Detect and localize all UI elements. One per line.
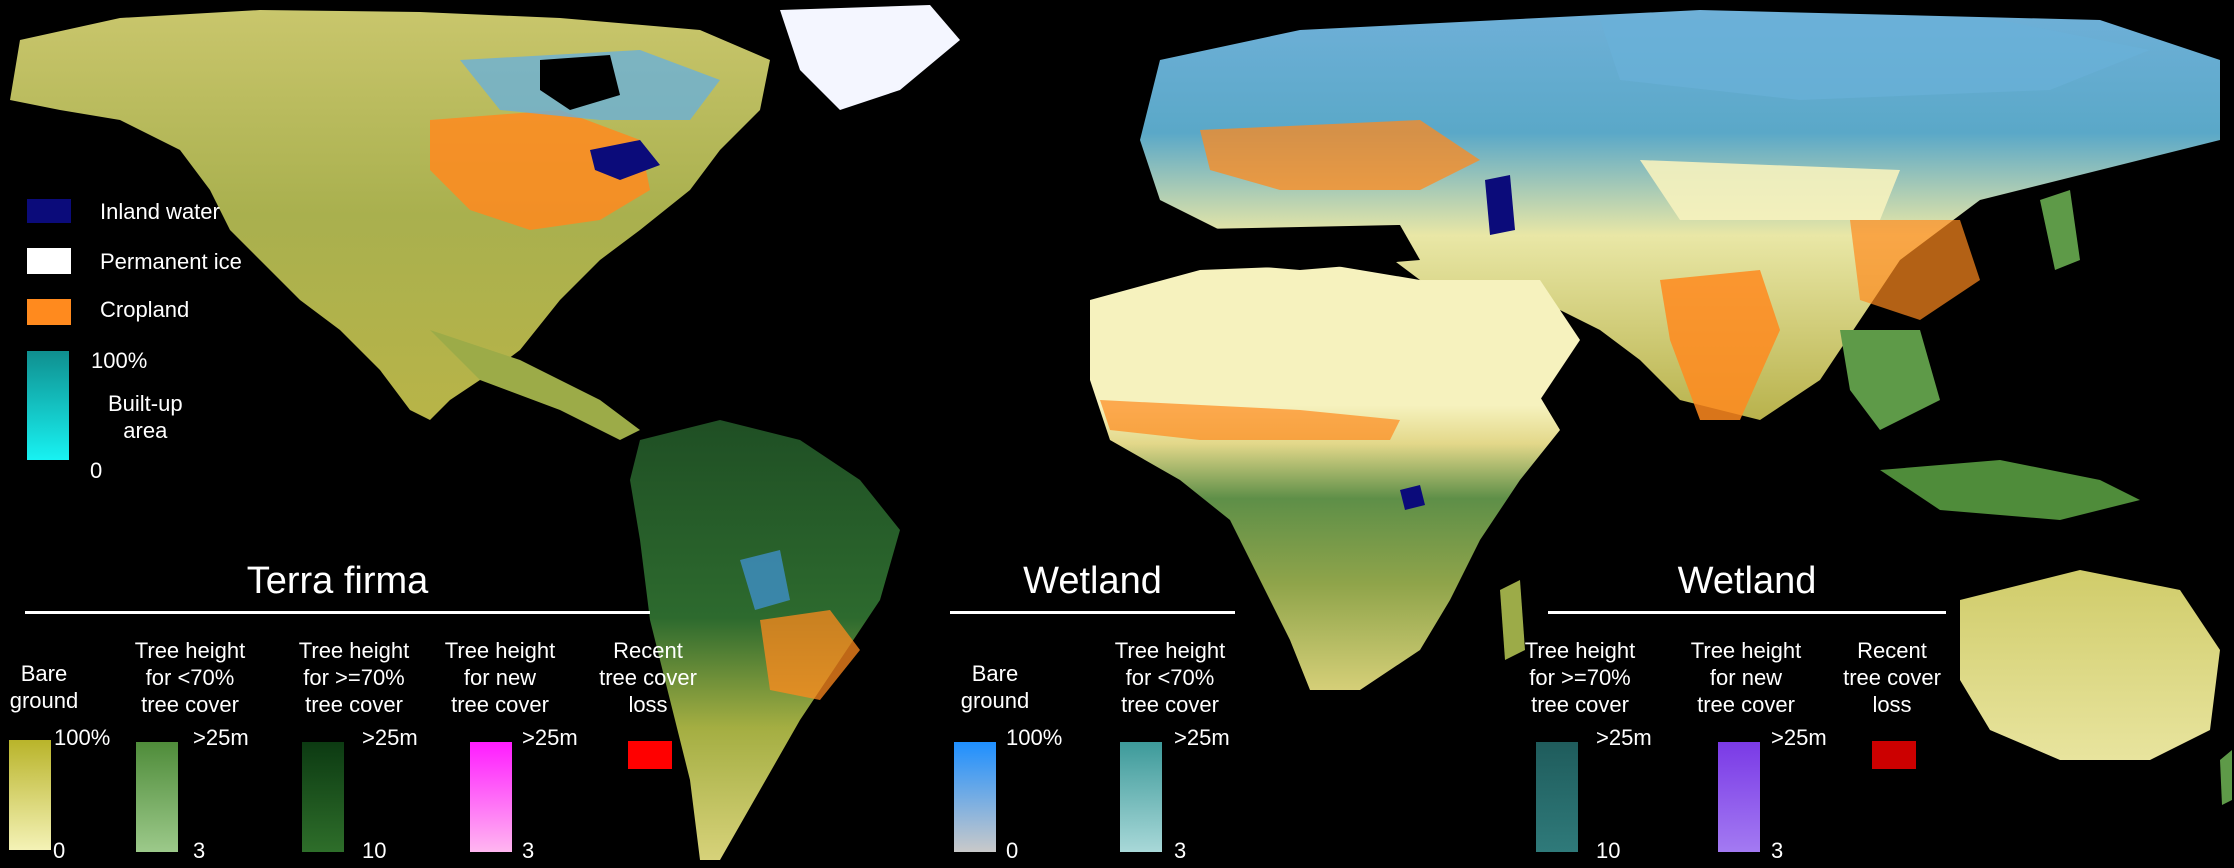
tf-tree-lt70-max: >25m	[193, 725, 249, 750]
wr-tree-ge70-ramp	[1536, 742, 1578, 852]
wetland-right-rule	[1548, 611, 1946, 614]
wetland-left-title: Wetland	[1023, 560, 1162, 602]
indonesia	[1880, 460, 2140, 520]
inland-water-swatch	[27, 199, 71, 223]
tf-tree-ge70-ramp	[302, 742, 344, 852]
hudson-bay	[540, 55, 620, 110]
wr-tree-new-ramp	[1718, 742, 1760, 852]
new-zealand	[2220, 750, 2232, 805]
greenland	[780, 5, 960, 110]
north-america-cropland	[430, 110, 650, 230]
great-lakes	[590, 140, 660, 180]
tf-loss-head: Recent tree cover loss	[599, 638, 697, 717]
lake-victoria	[1400, 485, 1425, 510]
tf-tree-lt70-min: 3	[193, 838, 206, 863]
tf-tree-new-head: Tree height for new tree cover	[444, 638, 556, 717]
wetland-left-rule	[950, 611, 1235, 614]
wr-tree-ge70-head: Tree height for >=70% tree cover	[1524, 638, 1636, 717]
tf-tree-new-max: >25m	[522, 725, 578, 750]
wr-tree-ge70-min: 10	[1596, 838, 1621, 863]
wl-tree-lt70-head: Tree height for <70% tree cover	[1114, 638, 1226, 717]
tf-tree-ge70-max: >25m	[362, 725, 418, 750]
wr-loss-swatch	[1872, 741, 1916, 769]
arabia-desert	[1420, 280, 1580, 400]
wetland-right-title: Wetland	[1677, 560, 1817, 602]
built-up-max-label: 100%	[91, 348, 148, 373]
india-cropland	[1660, 270, 1780, 420]
permanent-ice-swatch	[27, 248, 71, 274]
tf-loss-swatch	[628, 741, 672, 769]
caspian-sea	[1485, 175, 1515, 235]
tf-bare-ground-max: 100%	[54, 725, 111, 750]
wr-loss-head: Recent tree cover loss	[1843, 638, 1941, 717]
inland-water-label: Inland water	[100, 199, 220, 224]
wl-bare-ground-max: 100%	[1006, 725, 1063, 750]
gobi-desert	[1640, 160, 1900, 220]
terra-firma-title: Terra firma	[246, 560, 429, 602]
terra-firma-rule	[25, 611, 650, 614]
wl-tree-lt70-max: >25m	[1174, 725, 1230, 750]
tf-tree-new-min: 3	[522, 838, 535, 863]
wr-tree-new-head: Tree height for new tree cover	[1690, 638, 1802, 717]
japan	[2040, 190, 2080, 270]
siberia-boreal	[1600, 20, 2150, 100]
eurasia-cropland	[1200, 120, 1480, 190]
tf-bare-ground-head: Bare ground	[9, 661, 79, 713]
wl-bare-ground-ramp	[954, 742, 996, 852]
sahel-cropland	[1100, 400, 1400, 440]
tf-bare-ground-min: 0	[53, 838, 66, 863]
tf-bare-ground-ramp	[9, 740, 51, 850]
australia	[1960, 570, 2220, 760]
wr-tree-new-max: >25m	[1771, 725, 1827, 750]
tf-tree-ge70-head: Tree height for >=70% tree cover	[298, 638, 410, 717]
mediterranean	[1150, 225, 1420, 270]
built-up-label: Built-up area	[108, 391, 183, 443]
built-up-ramp	[27, 351, 69, 460]
tf-tree-lt70-ramp	[136, 742, 178, 852]
wl-bare-ground-min: 0	[1006, 838, 1019, 863]
africa	[1090, 265, 1560, 690]
built-up-min-label: 0	[90, 458, 103, 483]
cropland-label: Cropland	[100, 297, 190, 322]
wr-tree-new-min: 3	[1771, 838, 1784, 863]
wl-tree-lt70-ramp	[1120, 742, 1162, 852]
southeast-asia	[1840, 330, 1940, 430]
tf-tree-new-ramp	[470, 742, 512, 852]
central-america	[430, 330, 640, 440]
wl-tree-lt70-min: 3	[1174, 838, 1187, 863]
tf-tree-ge70-min: 10	[362, 838, 387, 863]
madagascar	[1500, 580, 1525, 660]
china-cropland	[1850, 220, 1980, 320]
south-america-cropland	[760, 610, 860, 700]
cropland-swatch	[27, 299, 71, 325]
tf-tree-lt70-head: Tree height for <70% tree cover	[134, 638, 246, 717]
wr-tree-ge70-max: >25m	[1596, 725, 1652, 750]
wl-bare-ground-head: Bare ground	[960, 661, 1030, 713]
permanent-ice-label: Permanent ice	[100, 249, 242, 274]
pantanal-wetland	[740, 550, 790, 610]
